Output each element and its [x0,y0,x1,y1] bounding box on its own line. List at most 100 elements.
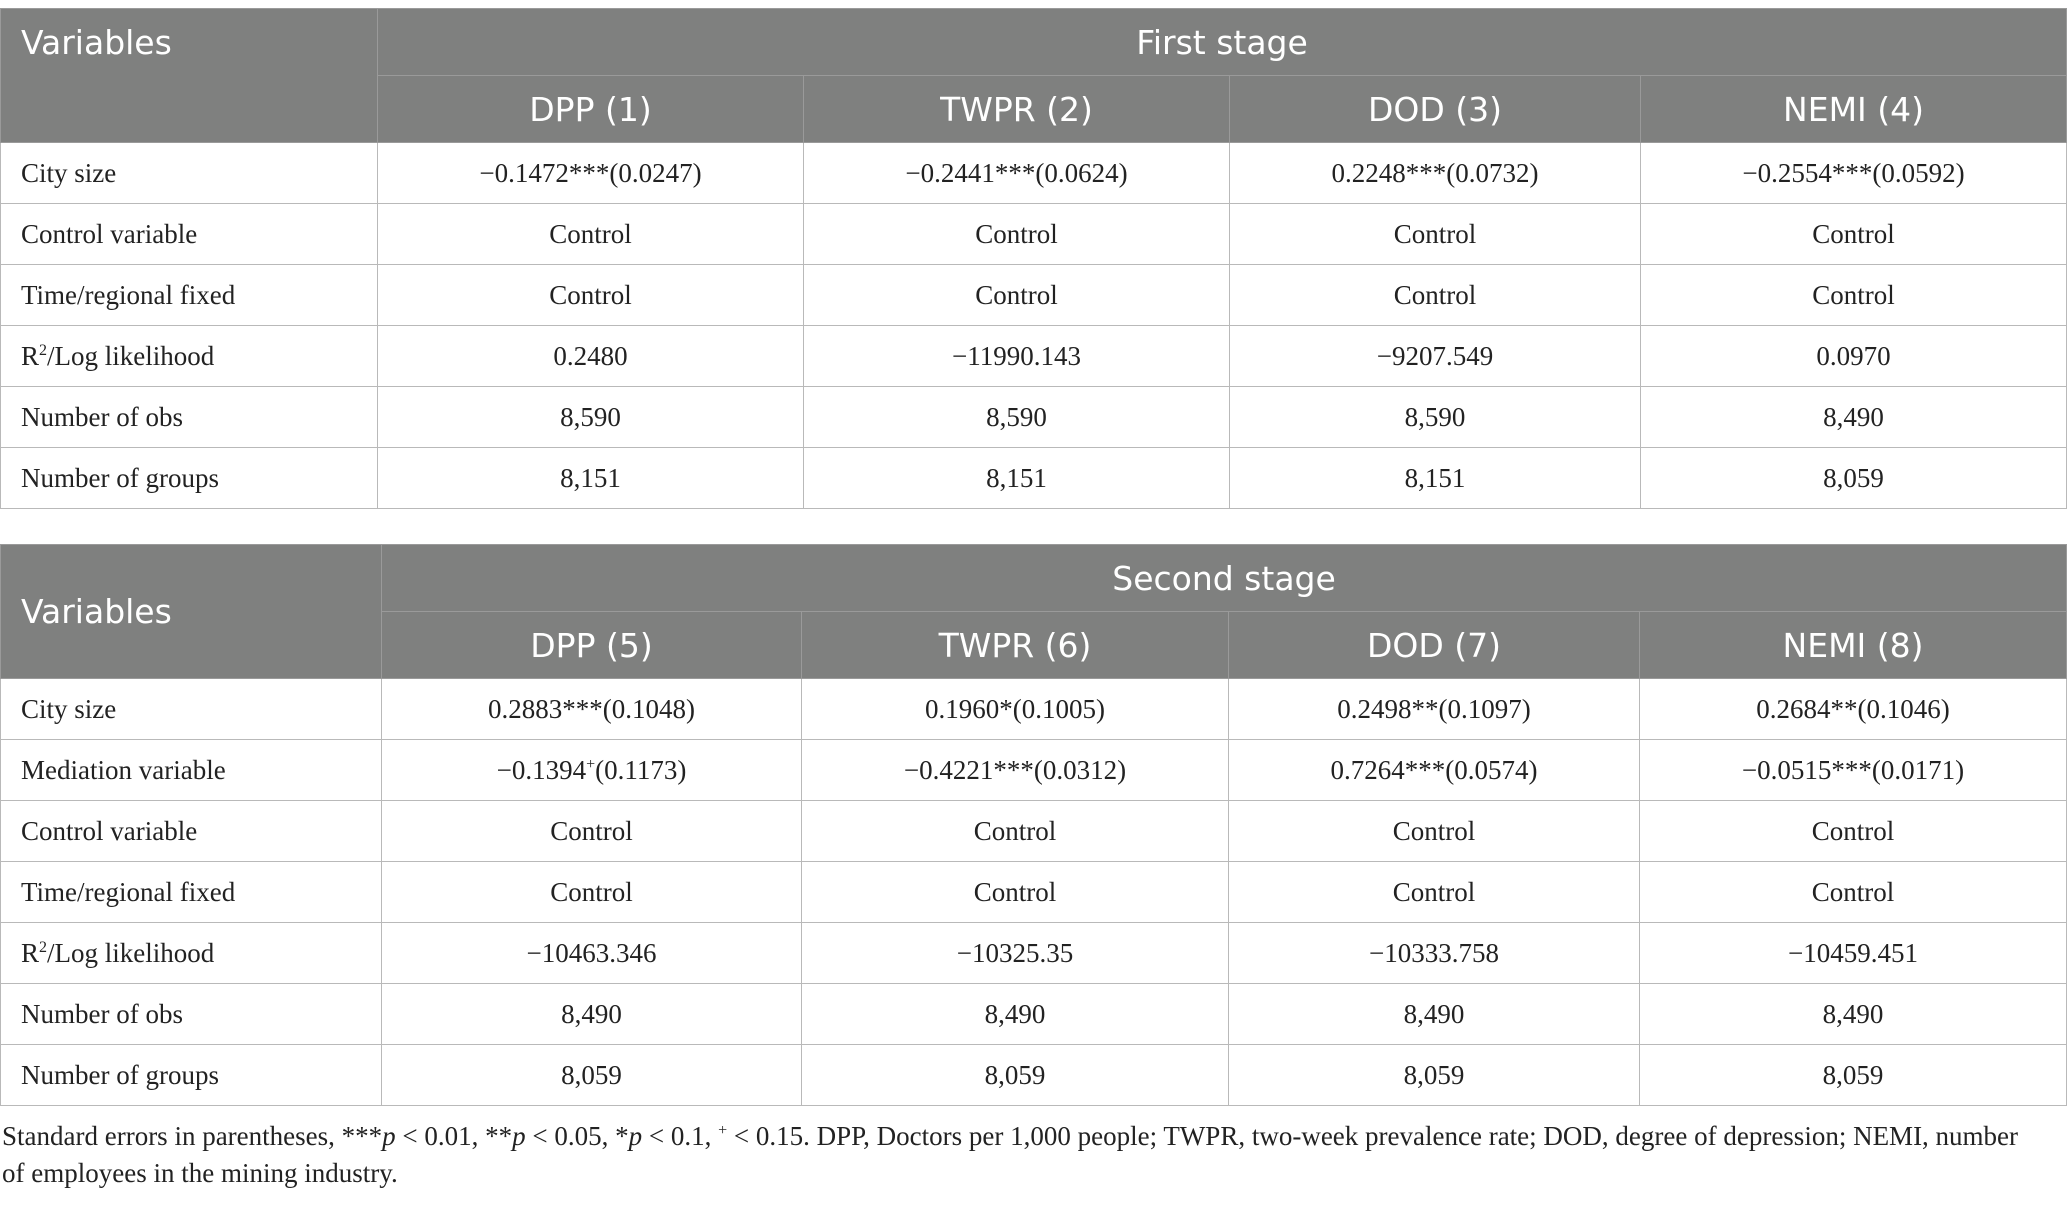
footnote-superscript: + [718,1122,728,1139]
table-cell: −10459.451 [1638,922,2068,984]
table-cell: −0.0515***(0.0171) [1638,739,2068,801]
table-cell: 8,151 [803,447,1230,509]
table-cell: Control [377,264,804,326]
table-cell: 8,059 [1639,447,2068,509]
table-row: R2/Log likelihood −10463.346 −10325.35 −… [0,922,2068,984]
header-row-columns: DPP (5) TWPR (6) DOD (7) NEMI (8) [1,611,2068,679]
table-row: Control variable Control Control Control… [0,800,2068,862]
table-cell: 8,059 [1638,1044,2068,1106]
cell-coef: −0.1394 [496,754,587,785]
table-row: Time/regional fixed Control Control Cont… [0,264,2068,326]
table-row: City size 0.2883***(0.1048) 0.1960*(0.10… [0,678,2068,740]
table-cell: 8,059 [801,1044,1229,1106]
header-row-stage: Variables Second stage [0,544,2068,679]
column-header: DOD (3) [1229,75,1641,143]
first-stage-table: Variables First stage DPP (1) TWPR (2) D… [0,8,2068,509]
row-label: Control variable [0,800,382,862]
variables-header: Variables [0,544,382,679]
table-cell: Control [1229,264,1641,326]
table-cell: Control [803,264,1230,326]
table-cell: 0.2883***(0.1048) [381,678,802,740]
table-cell: 8,490 [801,983,1229,1045]
table-cell: 0.1960*(0.1005) [801,678,1229,740]
table-row: Number of groups 8,151 8,151 8,151 8,059 [0,447,2068,509]
stage-header: Second stage [380,544,2068,612]
row-label: Number of obs [0,386,378,448]
table-cell: −0.1394+(0.1173) [381,739,802,801]
row-label: Control variable [0,203,378,265]
table-cell: 0.0970 [1639,325,2068,387]
table-row: R2/Log likelihood 0.2480 −11990.143 −920… [0,325,2068,387]
row-label: City size [0,678,382,740]
label-rest: /Log likelihood [47,340,215,371]
row-label: Number of groups [0,1044,382,1106]
label-r: R [21,340,40,371]
table-cell: 0.2498**(0.1097) [1228,678,1640,740]
footnote-p: p [382,1121,396,1151]
label-rest: /Log likelihood [47,937,215,968]
footnote-text: < 0.15. DPP, Doctors per 1,000 people; T… [2,1121,2019,1188]
column-header: NEMI (4) [1639,75,2068,143]
table-cell: 0.2684**(0.1046) [1638,678,2068,740]
row-label: Time/regional fixed [0,861,382,923]
table-row: Number of obs 8,590 8,590 8,590 8,490 [0,386,2068,448]
table-cell: 8,151 [1229,447,1641,509]
table-cell: −0.2554***(0.0592) [1639,142,2068,204]
table-cell: Control [377,203,804,265]
table-cell: −9207.549 [1229,325,1641,387]
column-header: TWPR (2) [803,75,1230,143]
table-cell: Control [381,800,802,862]
footnote-text: < 0.1, [642,1121,719,1151]
column-header: NEMI (8) [1638,611,2068,679]
table-cell: Control [1639,264,2068,326]
table-cell: Control [801,800,1229,862]
row-label: Time/regional fixed [0,264,378,326]
row-label: R2/Log likelihood [0,922,382,984]
footnote-text: < 0.05, * [525,1121,629,1151]
table-row: Number of obs 8,490 8,490 8,490 8,490 [0,983,2068,1045]
table-cell: −0.4221***(0.0312) [801,739,1229,801]
row-label: Mediation variable [0,739,382,801]
table-cell: Control [803,203,1230,265]
table-cell: 8,490 [1228,983,1640,1045]
label-superscript: 2 [39,938,48,956]
table-cell: 0.2480 [377,325,804,387]
table-cell: Control [1638,861,2068,923]
table-cell: −0.1472***(0.0247) [377,142,804,204]
table-row: Number of groups 8,059 8,059 8,059 8,059 [0,1044,2068,1106]
table-cell: Control [801,861,1229,923]
row-label: R2/Log likelihood [0,325,378,387]
label-superscript: 2 [39,341,48,359]
header-row-stage: Variables First stage [0,8,2068,143]
table-cell: 8,059 [381,1044,802,1106]
cell-superscript: + [586,755,596,773]
table-cell: 8,151 [377,447,804,509]
footnote-p: p [628,1121,643,1151]
table-footnote: Standard errors in parentheses, ***p < 0… [2,1118,2042,1192]
table-row: Control variable Control Control Control… [0,203,2068,265]
table-cell: 8,490 [1639,386,2068,448]
table-cell: Control [1639,203,2068,265]
table-cell: −10463.346 [381,922,802,984]
table-cell: 0.2248***(0.0732) [1229,142,1641,204]
table-cell: Control [381,861,802,923]
cell-se: (0.1173) [595,754,687,785]
table-cell: −10333.758 [1228,922,1640,984]
footnote-text: Standard errors in parentheses, *** [2,1121,383,1151]
table-cell: −0.2441***(0.0624) [803,142,1230,204]
table-cell: 8,590 [377,386,804,448]
footnote-text: < 0.01, ** [395,1121,513,1151]
table-cell: −10325.35 [801,922,1229,984]
table-cell: Control [1638,800,2068,862]
footnote-p: p [512,1121,526,1151]
header-row-columns: DPP (1) TWPR (2) DOD (3) NEMI (4) [1,75,2068,143]
table-row: City size −0.1472***(0.0247) −0.2441***(… [0,142,2068,204]
table-cell: 8,590 [803,386,1230,448]
table-cell: −11990.143 [803,325,1230,387]
table-cell: 8,590 [1229,386,1641,448]
column-header: TWPR (6) [801,611,1229,679]
column-header: DPP (1) [377,75,804,143]
row-label: Number of groups [0,447,378,509]
table-cell: 8,490 [1638,983,2068,1045]
table-row: Mediation variable −0.1394+(0.1173) −0.4… [0,739,2068,801]
